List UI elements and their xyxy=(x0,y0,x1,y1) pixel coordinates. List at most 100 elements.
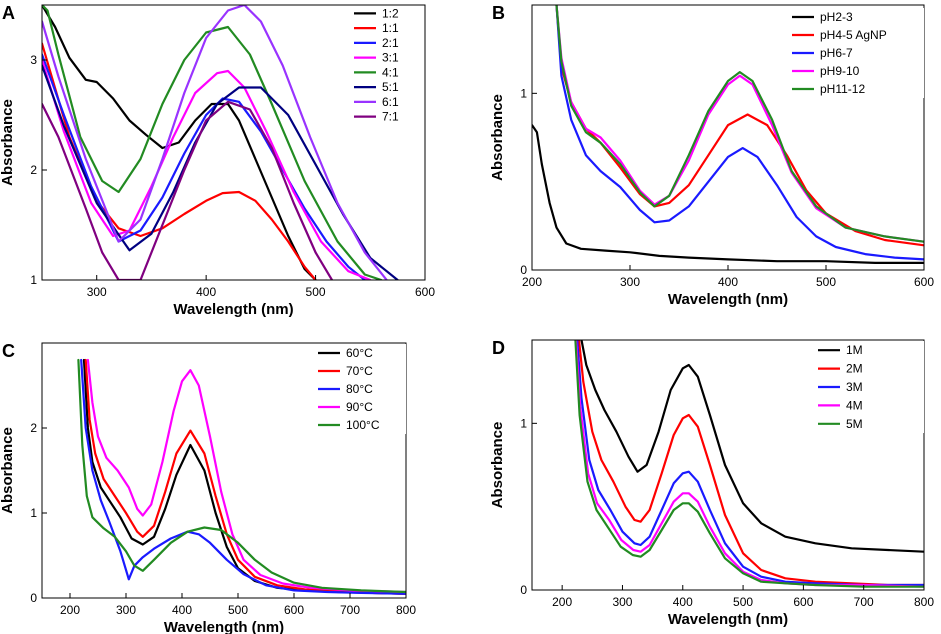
legend-label: pH9-10 xyxy=(820,64,860,78)
series-line xyxy=(42,5,388,280)
x-tick-label: 300 xyxy=(620,275,640,289)
series-group xyxy=(42,5,399,280)
y-axis-label: Absorbance xyxy=(489,94,506,181)
legend-label: 1:2 xyxy=(382,6,399,20)
x-tick-label: 500 xyxy=(816,275,836,289)
panel-d: 200 300 400 500 600 700 800 0 1 Wavelength (nm) Ab… xyxy=(489,338,934,628)
series-line xyxy=(77,358,406,594)
series-line xyxy=(532,123,924,264)
series-group xyxy=(77,358,406,595)
x-tick-label: 500 xyxy=(733,595,753,609)
legend-label: 70°C xyxy=(346,364,373,378)
series-line xyxy=(42,64,399,280)
legend-label: 80°C xyxy=(346,382,373,396)
y-tick-label: 0 xyxy=(520,263,527,277)
legend-label: 3M xyxy=(846,380,863,394)
plot-frame xyxy=(41,4,426,281)
legend-label: 60°C xyxy=(346,346,373,360)
series-line xyxy=(80,358,406,595)
x-axis-label: Wavelength (nm) xyxy=(668,611,788,628)
x-tick-label: 200 xyxy=(60,603,80,617)
x-tick-label: 700 xyxy=(340,603,360,617)
x-tick-label: 600 xyxy=(914,275,934,289)
legend-label: 2M xyxy=(846,362,863,376)
x-tick-label: 700 xyxy=(854,595,874,609)
legend-label: 1M xyxy=(846,343,863,357)
legend-label: 3:1 xyxy=(382,51,399,65)
series-line xyxy=(555,5,924,243)
x-tick-label: 400 xyxy=(718,275,738,289)
legend: 1:21:12:13:14:15:16:17:1 xyxy=(350,6,418,124)
legend-label: pH11-12 xyxy=(820,82,865,96)
x-tick-label: 200 xyxy=(552,595,572,609)
panel-letter: C xyxy=(2,341,15,361)
series-line xyxy=(576,340,924,587)
series-group xyxy=(532,5,924,264)
legend-label: pH6-7 xyxy=(820,46,853,60)
x-tick-label: 400 xyxy=(196,285,216,299)
y-tick-label: 1 xyxy=(520,416,527,430)
series-line xyxy=(42,42,317,280)
legend: 60°C 70°C 80°C 90°C 100°C xyxy=(314,344,406,434)
series-line xyxy=(42,5,383,280)
legend-label: 100°C xyxy=(346,418,380,432)
y-axis-label: Absorbance xyxy=(489,422,506,509)
x-tick-label: 600 xyxy=(415,285,435,299)
legend-label: 4:1 xyxy=(382,65,399,79)
x-tick-label: 200 xyxy=(522,275,542,289)
legend-label: 5M xyxy=(846,417,863,431)
x-tick-label: 500 xyxy=(228,603,248,617)
y-axis-label: Absorbance xyxy=(0,427,16,514)
legend: pH2-3 pH4-5 AgNP pH6-7 pH9-10 pH11-12 xyxy=(788,8,924,98)
x-tick-label: 500 xyxy=(306,285,326,299)
panel-b: 200 300 400 500 600 0 1 Wavelength (nm) Absorban… xyxy=(489,3,934,308)
plot-frame xyxy=(41,342,407,599)
panel-c: 200 300 400 500 600 700 800 0 1 2 Wavelength (nm) A… xyxy=(0,341,416,634)
legend: 1M 2M 3M 4M 5M xyxy=(814,341,924,433)
x-axis-label: Wavelength (nm) xyxy=(668,291,788,308)
panel-letter: A xyxy=(2,3,15,23)
y-tick-label: 0 xyxy=(30,591,37,605)
x-axis-label: Wavelength (nm) xyxy=(173,301,293,318)
panel-a: 300 400 500 600 1 2 3 Wavelength (nm) Absorbance… xyxy=(0,3,435,318)
x-tick-label: 400 xyxy=(673,595,693,609)
legend-label: pH2-3 xyxy=(820,10,853,24)
y-tick-label: 1 xyxy=(30,506,37,520)
y-tick-label: 2 xyxy=(30,163,37,177)
x-axis-label: Wavelength (nm) xyxy=(164,619,284,634)
series-line xyxy=(580,340,924,553)
x-tick-label: 400 xyxy=(172,603,192,617)
legend-label: pH4-5 AgNP xyxy=(820,28,887,42)
series-line xyxy=(42,100,334,280)
x-tick-label: 300 xyxy=(612,595,632,609)
y-tick-label: 1 xyxy=(30,273,37,287)
series-line xyxy=(84,358,406,595)
x-tick-label: 600 xyxy=(284,603,304,617)
x-tick-label: 600 xyxy=(793,595,813,609)
series-line xyxy=(42,58,372,280)
x-tick-label: 800 xyxy=(914,595,934,609)
series-group xyxy=(574,340,924,588)
y-tick-label: 0 xyxy=(520,583,527,597)
x-tick-label: 300 xyxy=(87,285,107,299)
legend-label: 7:1 xyxy=(382,110,399,124)
y-tick-label: 2 xyxy=(30,421,37,435)
legend-label: 90°C xyxy=(346,400,373,414)
y-tick-label: 1 xyxy=(520,86,527,100)
x-tick-label: 800 xyxy=(396,603,416,617)
y-tick-label: 3 xyxy=(30,53,37,67)
panel-letter: B xyxy=(492,3,505,23)
plot-frame xyxy=(531,339,925,591)
legend-label: 6:1 xyxy=(382,95,399,109)
legend-label: 2:1 xyxy=(382,36,399,50)
series-line xyxy=(555,5,924,261)
legend-label: 1:1 xyxy=(382,21,399,35)
series-line xyxy=(86,358,406,594)
legend-label: 4M xyxy=(846,398,863,412)
x-tick-label: 300 xyxy=(116,603,136,617)
panel-letter: D xyxy=(492,338,505,358)
y-axis-label: Absorbance xyxy=(0,99,16,186)
series-line xyxy=(577,340,924,587)
legend-label: 5:1 xyxy=(382,80,399,94)
